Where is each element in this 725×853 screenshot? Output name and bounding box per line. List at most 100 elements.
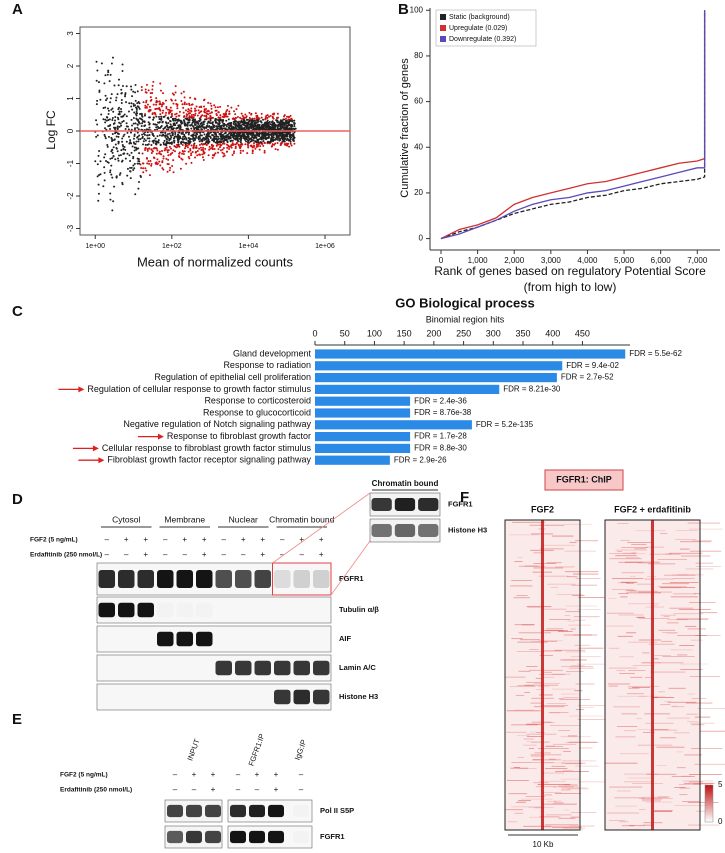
point — [215, 125, 218, 128]
blot-frame — [96, 625, 332, 653]
point — [188, 143, 191, 146]
sign: + — [260, 535, 265, 544]
point — [280, 123, 283, 126]
y-tick-label: 2 — [66, 63, 75, 68]
point — [226, 146, 229, 149]
point — [289, 136, 292, 139]
point — [209, 137, 212, 140]
point — [148, 116, 151, 119]
point — [116, 116, 119, 119]
y-tick-label: 40 — [414, 142, 423, 151]
point — [253, 144, 256, 147]
point — [181, 143, 184, 146]
point — [139, 163, 142, 166]
point — [204, 147, 207, 150]
point — [190, 144, 193, 147]
point — [160, 105, 163, 108]
point — [174, 117, 177, 120]
point — [283, 115, 286, 118]
point — [120, 110, 123, 113]
point — [150, 162, 153, 165]
point — [138, 152, 141, 155]
legend-swatch — [440, 36, 446, 42]
point — [102, 107, 105, 110]
point — [187, 121, 190, 124]
point — [194, 123, 197, 126]
point — [237, 126, 240, 129]
point — [248, 137, 251, 140]
point — [159, 164, 162, 167]
point — [167, 149, 170, 152]
point — [178, 125, 181, 128]
point — [240, 117, 243, 120]
point — [140, 125, 143, 128]
band — [254, 660, 271, 676]
point — [184, 147, 187, 150]
point — [142, 132, 145, 135]
point — [221, 127, 224, 130]
point — [121, 70, 124, 73]
point — [283, 118, 286, 121]
point — [107, 71, 110, 74]
point — [237, 121, 240, 124]
point — [244, 122, 247, 125]
point — [217, 143, 220, 146]
point — [246, 139, 249, 142]
point — [226, 115, 229, 118]
point — [180, 122, 183, 125]
band — [293, 830, 309, 844]
point — [217, 137, 220, 140]
point — [194, 134, 197, 137]
point — [174, 99, 177, 102]
point — [264, 121, 267, 124]
point — [130, 142, 133, 145]
point — [198, 106, 201, 109]
point — [239, 116, 242, 119]
x-tick-label: 450 — [575, 328, 590, 338]
point — [166, 135, 169, 138]
point — [121, 63, 124, 66]
point — [94, 160, 97, 163]
point — [178, 145, 181, 148]
point — [118, 173, 121, 176]
point — [189, 96, 192, 99]
point — [223, 142, 226, 145]
point — [219, 125, 222, 128]
point — [107, 69, 110, 72]
point — [273, 121, 276, 124]
point — [145, 83, 148, 86]
point — [258, 148, 261, 151]
point — [292, 127, 295, 130]
point — [165, 157, 168, 160]
point — [120, 91, 123, 94]
point — [264, 117, 267, 120]
point — [167, 122, 170, 125]
point — [134, 99, 137, 102]
point — [203, 105, 206, 108]
point — [137, 128, 140, 131]
point — [192, 145, 195, 148]
band — [118, 602, 135, 618]
point — [215, 109, 218, 112]
point — [242, 123, 245, 126]
point — [162, 116, 165, 119]
band — [293, 570, 310, 588]
point — [154, 123, 157, 126]
point — [108, 118, 111, 121]
point — [121, 140, 124, 143]
point — [171, 128, 174, 131]
y-tick-label: 60 — [414, 97, 423, 106]
point — [132, 164, 135, 167]
point — [287, 142, 290, 145]
sign: – — [236, 770, 241, 779]
point — [247, 121, 250, 124]
point — [136, 102, 139, 105]
band — [313, 570, 330, 588]
point — [178, 135, 181, 138]
band — [274, 570, 291, 588]
point — [219, 149, 222, 152]
point — [190, 123, 193, 126]
point — [112, 146, 115, 149]
point — [169, 106, 172, 109]
point — [256, 126, 259, 129]
